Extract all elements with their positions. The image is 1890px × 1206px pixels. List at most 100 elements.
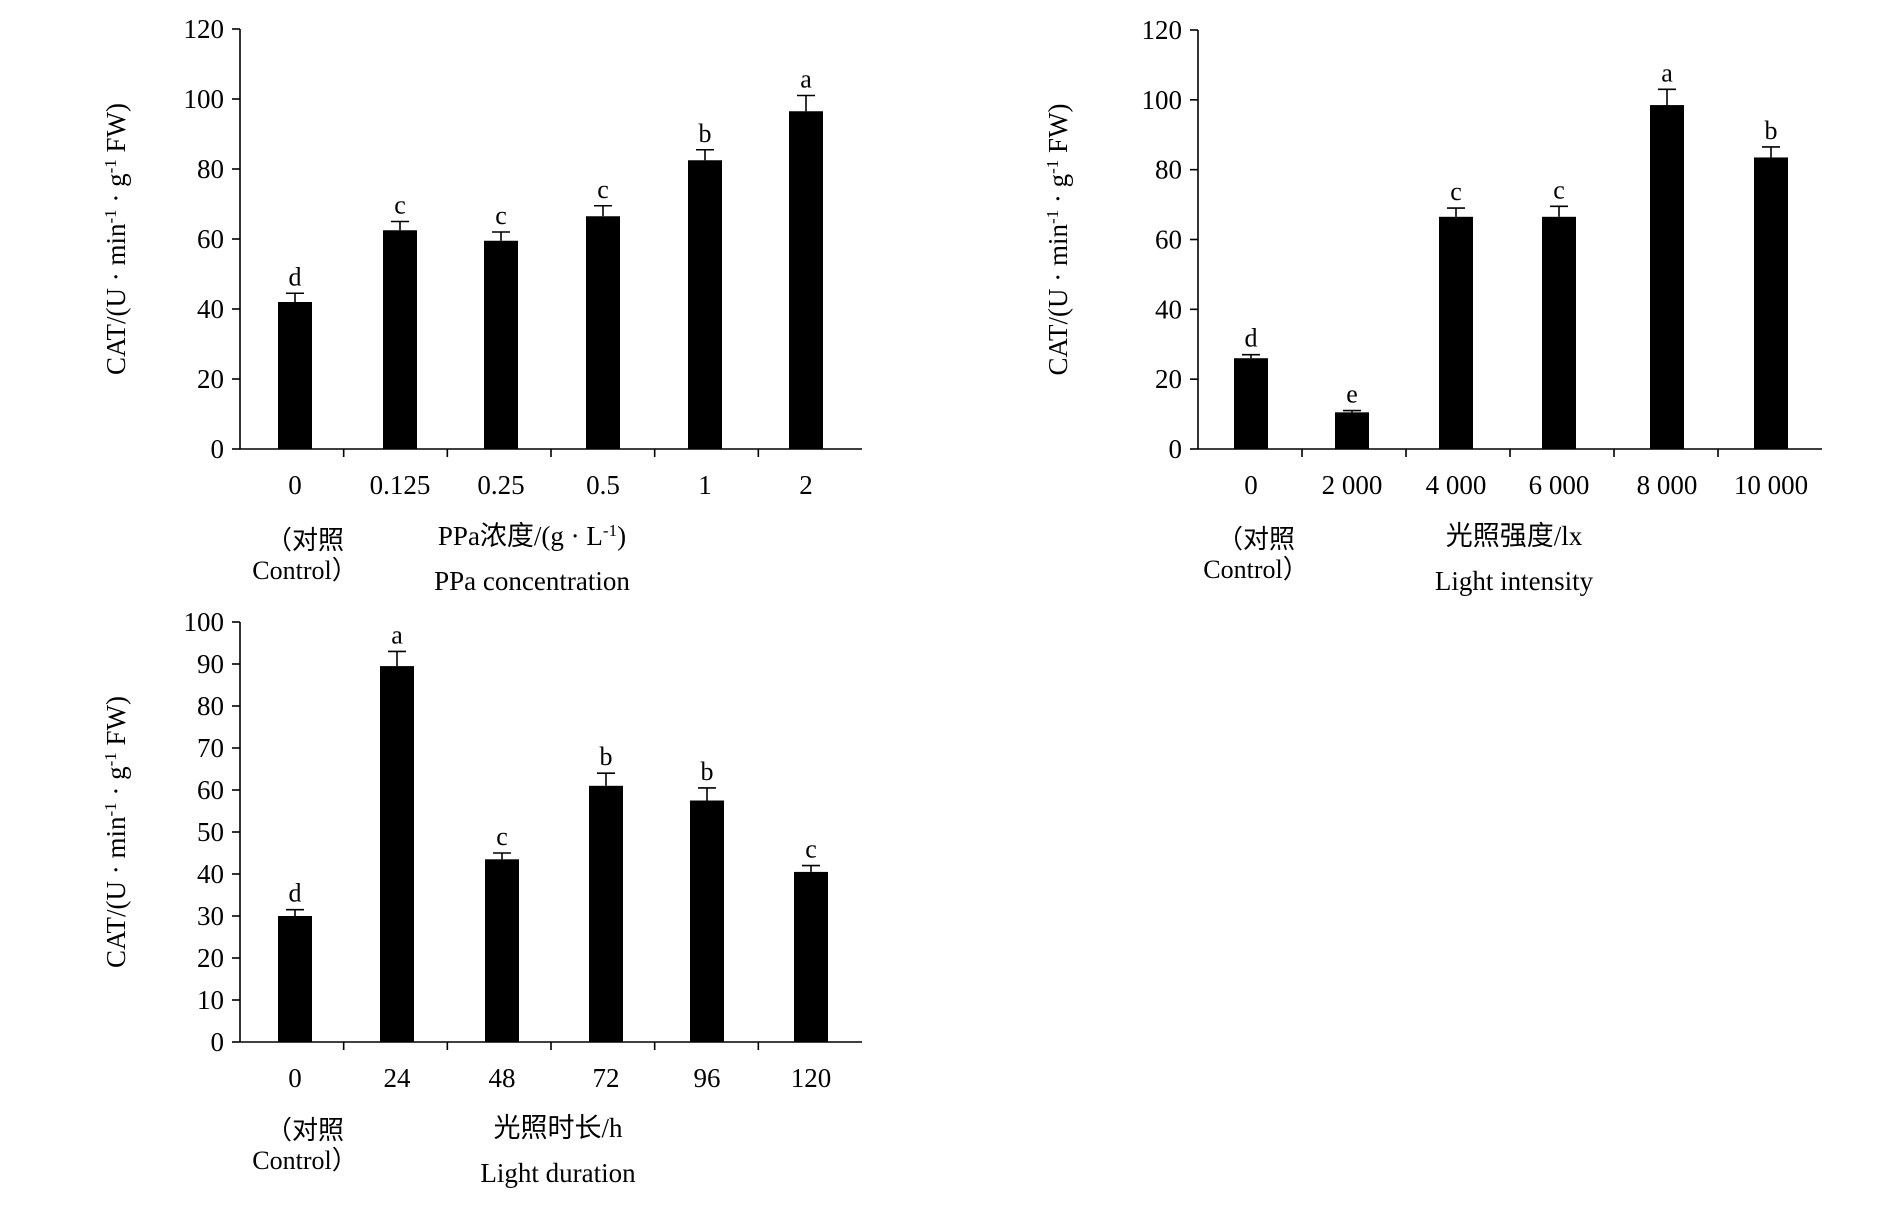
y-axis-label: CAT/(U · min-1 · g-1 FW)	[101, 696, 132, 968]
bar	[485, 859, 519, 1042]
significance-letter: c	[496, 822, 508, 851]
control-label-en: Control）	[252, 556, 357, 585]
control-label-en: Control）	[252, 1146, 357, 1175]
y-tick-label: 90	[197, 649, 224, 679]
bar	[589, 785, 623, 1042]
x-axis-title-cn: 光照时长/h	[493, 1113, 623, 1143]
y-tick-label: 100	[184, 84, 225, 114]
chart-panel-3: 0 10 20 30 40 50 60 70 80 90 100 d 0 a 24 c 48 b 72 b 96 c 120…	[101, 607, 862, 1188]
x-axis-title-cn: PPa浓度/(g · L-1)	[438, 521, 626, 552]
y-axis-label-part: FW)	[101, 103, 131, 159]
y-tick-label: 100	[184, 607, 225, 637]
y-axis-label-part: CAT/(U · min	[101, 816, 131, 968]
y-tick-label: 20	[197, 364, 224, 394]
y-tick-label: 20	[197, 943, 224, 973]
bar	[1234, 358, 1268, 449]
x-tick-label: 120	[791, 1063, 832, 1093]
bar	[380, 666, 414, 1042]
x-tick-label: 2	[799, 470, 813, 500]
significance-letter: c	[1450, 177, 1462, 206]
y-tick-label: 70	[197, 733, 224, 763]
significance-letter: c	[394, 191, 406, 220]
x-axis-title-cn: 光照强度/lx	[1446, 521, 1583, 551]
significance-letter: c	[495, 201, 507, 230]
significance-letter: b	[699, 119, 712, 148]
x-axis-title-cn-text: 光照时长/h	[493, 1113, 623, 1143]
y-tick-label: 80	[197, 154, 224, 184]
y-tick-label: 120	[1142, 15, 1183, 45]
significance-letter: c	[1553, 175, 1565, 204]
y-tick-label: 50	[197, 817, 224, 847]
bar	[688, 160, 722, 449]
y-tick-label: 60	[197, 224, 224, 254]
y-tick-label: 0	[211, 1027, 225, 1057]
y-tick-label: 40	[1155, 294, 1182, 324]
x-tick-label: 48	[489, 1063, 516, 1093]
y-axis-label-superscript: -1	[1043, 160, 1062, 174]
y-axis-label-superscript: -1	[101, 752, 120, 766]
chart-panel-1: 0 20 40 60 80 100 120 d 0 c 0.125 c 0.25 c 0.5 b 1 a 2 CAT/…	[101, 14, 862, 596]
x-axis-title-en: PPa concentration	[434, 566, 630, 596]
control-label-cn: （对照	[266, 526, 344, 555]
significance-letter: a	[391, 620, 403, 649]
bar	[383, 230, 417, 449]
bar	[1439, 216, 1473, 449]
y-tick-label: 60	[1155, 225, 1182, 255]
significance-letter: c	[597, 175, 609, 204]
bar	[794, 871, 828, 1042]
significance-letter: a	[800, 65, 812, 94]
x-axis-title-cn-end: )	[617, 521, 626, 551]
bar	[1650, 105, 1684, 449]
significance-letter: d	[289, 262, 302, 291]
y-tick-label: 10	[197, 985, 224, 1015]
y-axis-label: CAT/(U · min-1 · g-1 FW)	[1043, 103, 1074, 375]
y-axis-label-superscript: -1	[101, 159, 120, 173]
bar	[789, 111, 823, 449]
significance-letter: d	[289, 879, 302, 908]
x-tick-label: 0	[288, 470, 302, 500]
y-axis-label-part: CAT/(U · min	[1043, 224, 1073, 376]
x-tick-label: 10 000	[1734, 470, 1808, 500]
y-tick-label: 120	[184, 14, 225, 44]
bar	[278, 916, 312, 1042]
control-label-en: Control）	[1203, 555, 1308, 584]
y-axis-label-superscript: -1	[101, 209, 120, 223]
x-tick-label: 96	[694, 1063, 721, 1093]
y-tick-label: 40	[197, 859, 224, 889]
x-axis-title-en: Light intensity	[1435, 566, 1594, 596]
y-tick-label: 0	[1169, 434, 1183, 464]
significance-letter: b	[701, 757, 714, 786]
x-tick-label: 0	[288, 1063, 302, 1093]
significance-letter: b	[1765, 116, 1778, 145]
significance-letter: e	[1346, 380, 1358, 409]
y-axis-label-part: · g	[101, 766, 131, 802]
x-tick-label: 0.5	[586, 470, 620, 500]
x-axis-title-cn-text: 光照强度/lx	[1446, 521, 1583, 551]
significance-letter: b	[600, 742, 613, 771]
y-tick-label: 80	[197, 691, 224, 721]
significance-letter: d	[1245, 324, 1258, 353]
x-tick-label: 0.25	[477, 470, 524, 500]
x-tick-label: 0	[1244, 470, 1258, 500]
x-tick-label: 8 000	[1637, 470, 1698, 500]
y-tick-label: 0	[211, 434, 225, 464]
x-tick-label: 6 000	[1529, 470, 1590, 500]
y-tick-label: 60	[197, 775, 224, 805]
x-tick-label: 1	[698, 470, 712, 500]
chart-panel-2: 0 20 40 60 80 100 120 d 0 e 2 000 c 4 000 c 6 000 a 8 00…	[1043, 15, 1822, 596]
y-axis-label-part: · g	[1043, 174, 1073, 210]
y-tick-label: 30	[197, 901, 224, 931]
x-tick-label: 4 000	[1426, 470, 1487, 500]
bar	[484, 240, 518, 449]
bar	[1754, 157, 1788, 449]
y-axis-label-superscript: -1	[101, 802, 120, 816]
y-tick-label: 100	[1142, 85, 1183, 115]
y-axis-label-part: FW)	[1043, 103, 1073, 159]
y-tick-label: 40	[197, 294, 224, 324]
x-tick-label: 24	[384, 1063, 412, 1093]
control-label-cn: （对照	[1217, 525, 1295, 554]
y-axis-label-part: FW)	[101, 696, 131, 752]
bar	[1542, 216, 1576, 449]
y-tick-label: 20	[1155, 364, 1182, 394]
